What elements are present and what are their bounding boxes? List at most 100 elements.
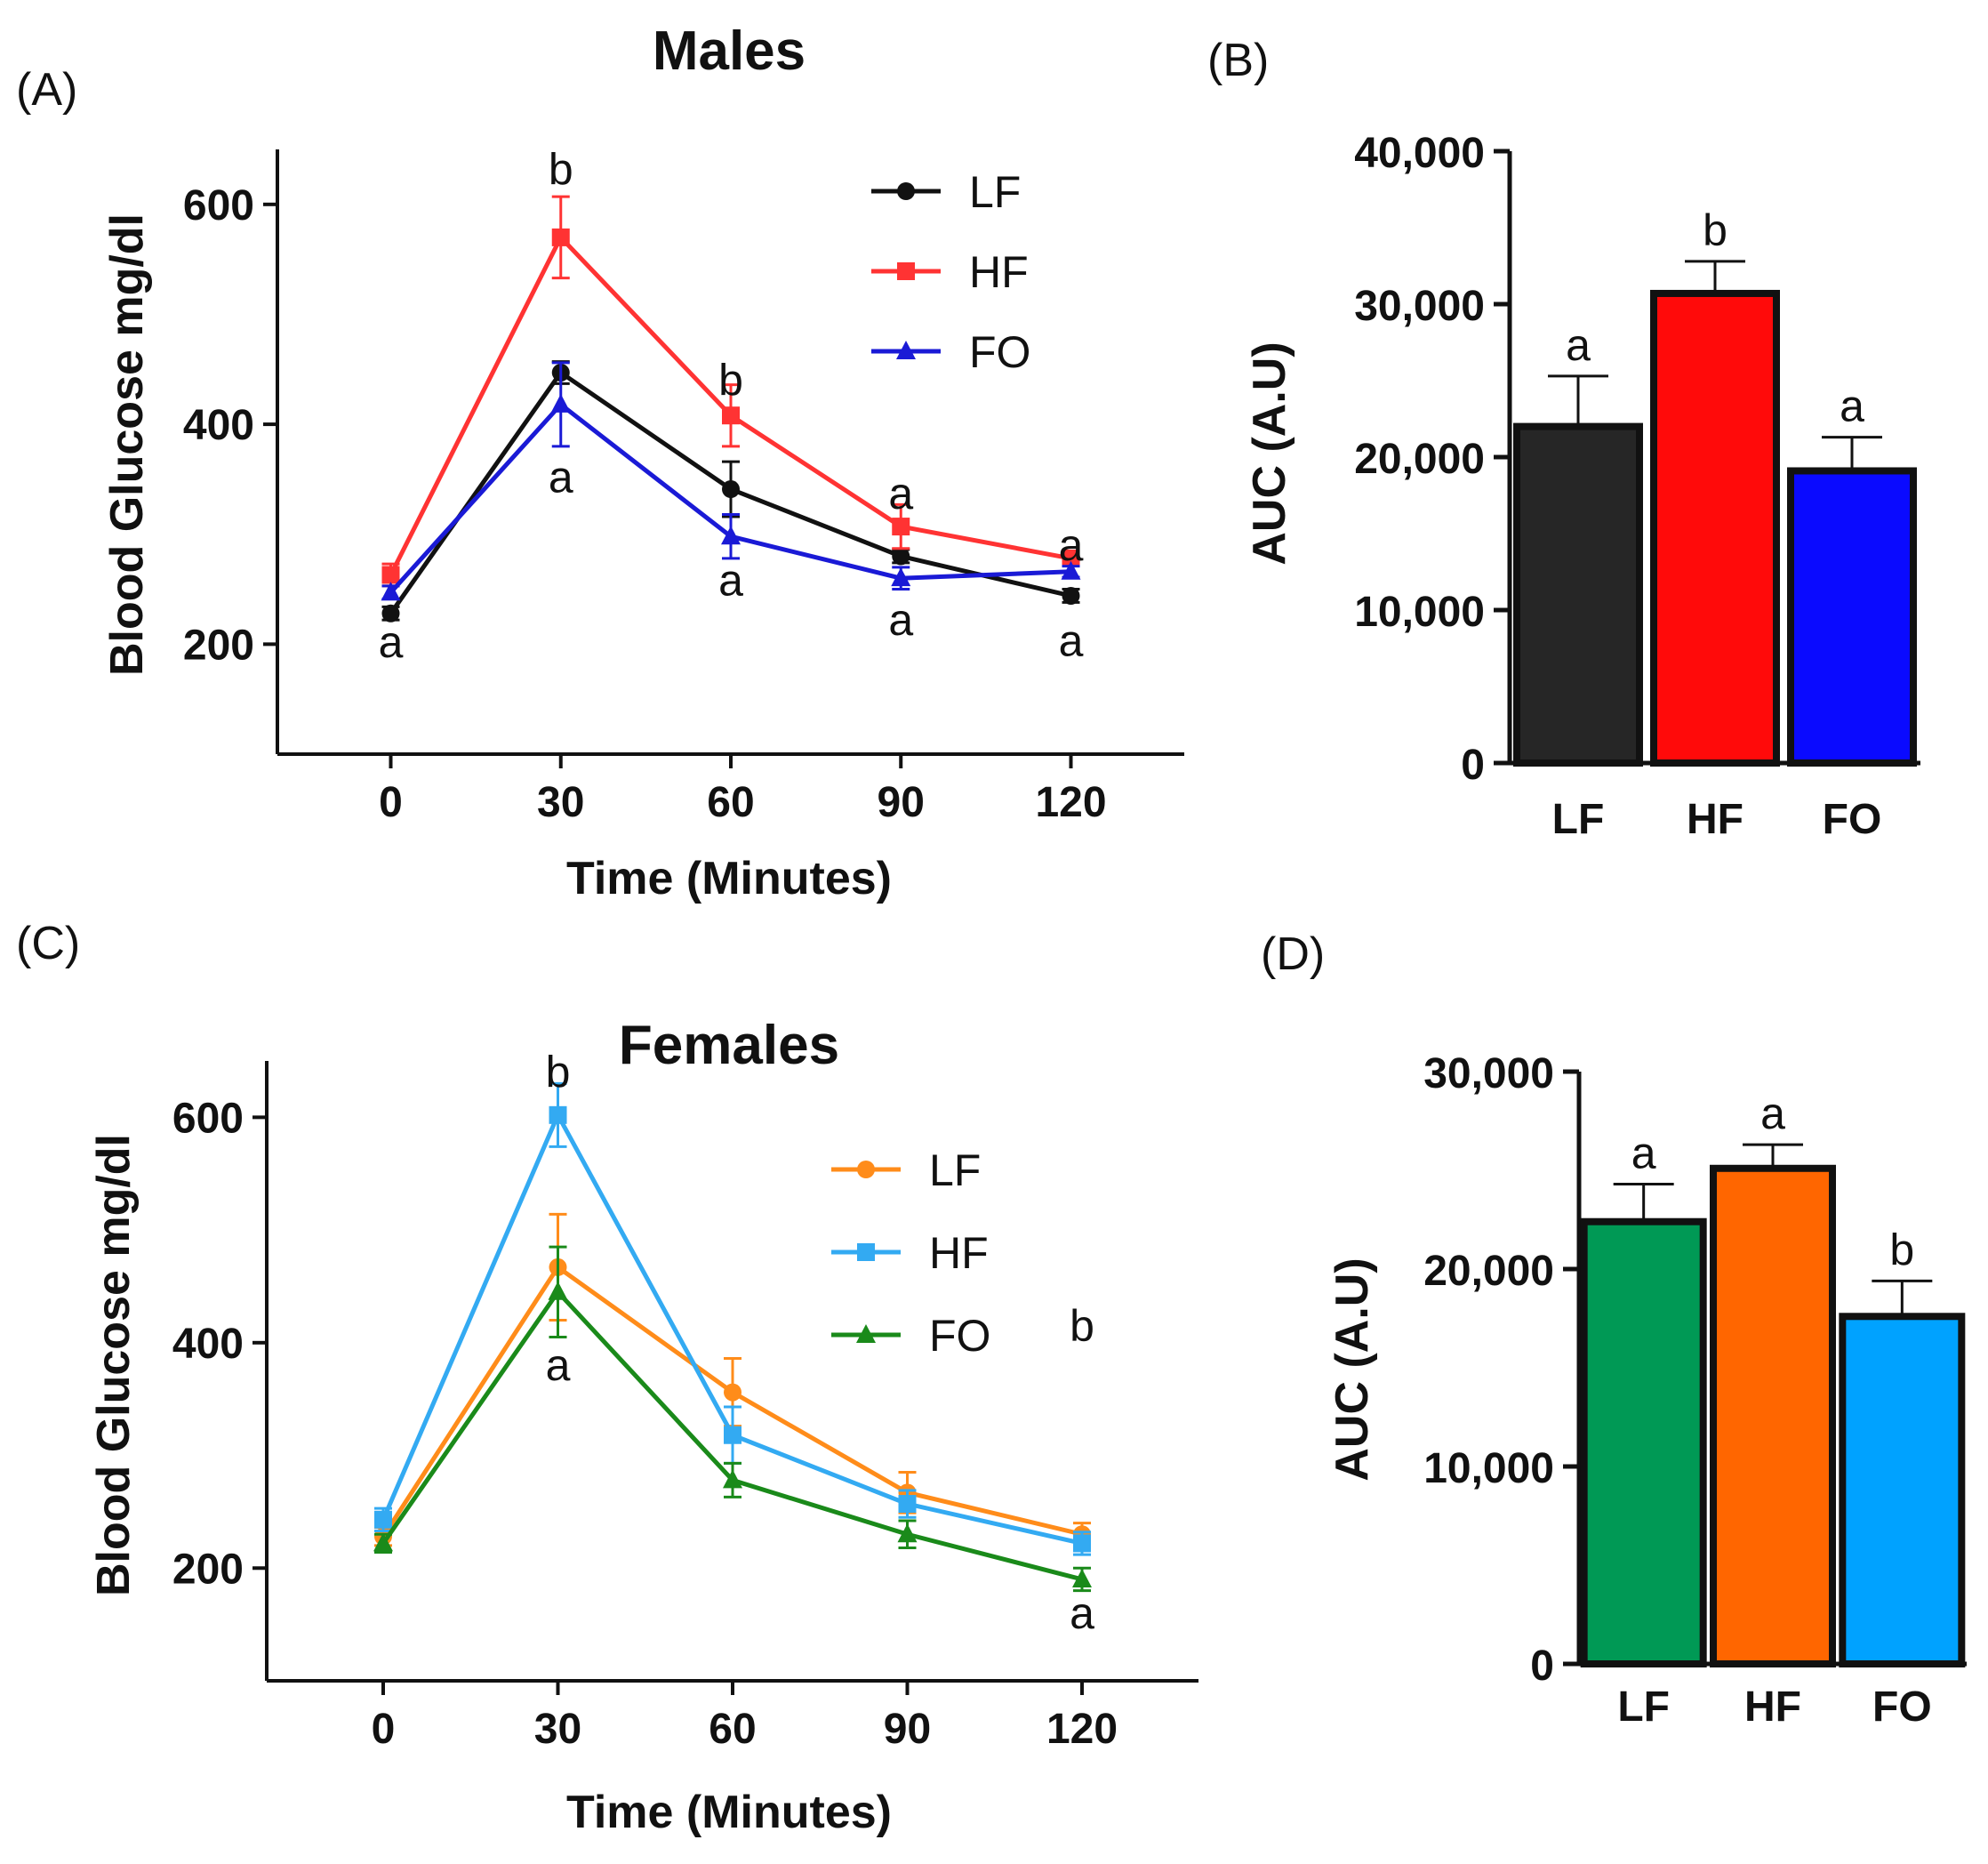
significance-letter-c: a [1070, 1588, 1094, 1638]
panel-label-b: (B) [1207, 35, 1269, 86]
legend-label-fo-c: FO [929, 1311, 990, 1361]
legend-label-lf-c: LF [929, 1145, 981, 1195]
legend-marker-fo-a [896, 341, 916, 359]
legend-label-fo-a: FO [969, 327, 1030, 377]
x-tick-label-a: 90 [878, 779, 925, 826]
data-point-hf-c [1073, 1534, 1091, 1553]
data-point-fo-c [1072, 1568, 1092, 1587]
data-point-fo-c [373, 1532, 393, 1552]
data-point-lf-a [1062, 586, 1080, 605]
significance-letter-a: a [888, 469, 913, 518]
significance-letter-fo-b: a [1840, 382, 1864, 431]
x-category-label-fo-d: FO [1872, 1683, 1932, 1731]
significance-letter-a: a [1059, 520, 1084, 570]
legend-marker-lf-c [857, 1161, 875, 1178]
data-point-hf-c [549, 1105, 567, 1124]
significance-letter-a: b [549, 144, 573, 194]
x-tick-label-a: 60 [707, 779, 754, 826]
data-point-hf-a [381, 566, 400, 584]
legend-label-hf-c: HF [929, 1228, 989, 1278]
x-axis-label-a: Time (Minutes) [566, 853, 892, 904]
y-tick-label-d: 30,000 [1423, 1050, 1554, 1097]
significance-letter-lf-b: a [1566, 320, 1591, 370]
data-point-hf-c [374, 1510, 392, 1529]
y-tick-label-c: 600 [172, 1095, 244, 1142]
data-point-lf-c [724, 1383, 741, 1402]
significance-letter-c: b [1070, 1301, 1094, 1351]
bar-lf-b [1513, 422, 1643, 767]
panel-label-c: (C) [16, 918, 80, 969]
legend-c: LF HF FO [831, 1145, 990, 1361]
y-tick-label-c: 200 [172, 1546, 244, 1593]
x-tick-label-c: 0 [372, 1706, 396, 1753]
y-tick-label-d: 20,000 [1423, 1248, 1554, 1295]
data-point-hf-a [722, 406, 740, 425]
y-axis-label-a: Blood Glucose mg/dl [101, 213, 153, 676]
bar-lf-d [1580, 1217, 1707, 1667]
significance-letter-hf-b: b [1703, 205, 1727, 255]
legend-marker-fo-c [856, 1324, 876, 1343]
panel-label-a: (A) [16, 64, 77, 116]
x-tick-label-c: 90 [884, 1706, 931, 1753]
x-category-label-hf-b: HF [1687, 796, 1744, 843]
data-point-hf-a [1062, 549, 1080, 567]
y-tick-label-a: 200 [183, 622, 254, 669]
significance-letter-a: b [718, 356, 743, 406]
data-point-lf-a [892, 547, 910, 566]
x-category-label-lf-d: LF [1617, 1683, 1670, 1731]
data-point-fo-a [721, 526, 741, 545]
panel-c-females-line-chart: (C) Females Blood Glucose mg/dl Time (Mi… [16, 918, 1198, 1838]
y-tick-label-b: 30,000 [1354, 283, 1485, 330]
y-tick-label-a: 400 [183, 402, 254, 449]
y-tick-label-d: 10,000 [1423, 1445, 1554, 1492]
x-tick-label-a: 120 [1035, 779, 1106, 826]
y-tick-label-a: 600 [183, 182, 254, 229]
x-tick-label-c: 120 [1046, 1706, 1118, 1753]
significance-letter-a: a [379, 617, 404, 667]
y-tick-label-c: 400 [172, 1321, 244, 1368]
chart-title-males: Males [653, 20, 806, 82]
y-axis-label-b: AUC (A.U) [1244, 341, 1295, 565]
data-point-fo-a [1061, 560, 1081, 580]
y-tick-label-b: 10,000 [1354, 589, 1485, 636]
data-point-hf-a [892, 518, 910, 536]
x-tick-label-a: 0 [379, 779, 403, 826]
significance-letter-a: a [718, 556, 743, 606]
significance-letter-hf-d: a [1760, 1089, 1785, 1138]
y-axis-label-d: AUC (A.U) [1327, 1257, 1378, 1481]
data-point-lf-a [722, 480, 740, 499]
bar-hf-b [1650, 289, 1780, 767]
bar-fo-d [1839, 1313, 1966, 1668]
panel-b-males-auc-bar-chart: (B) AUC (A.U) 0 10,000 20,000 30,000 40,000 L… [1207, 35, 1920, 843]
legend-a: LF HF FO [871, 167, 1030, 377]
data-point-hf-c [898, 1495, 917, 1514]
y-tick-label-b: 40,000 [1354, 130, 1485, 177]
data-point-lf-a [381, 604, 400, 623]
significance-letter-a: a [888, 595, 913, 645]
plot-area-c: b a b a [373, 1048, 1094, 1638]
legend-marker-lf-a [897, 182, 915, 200]
panel-a-males-line-chart: (A) Males Blood Glucose mg/dl Time (Minu… [16, 20, 1184, 904]
data-point-fo-a [891, 567, 911, 587]
significance-letter-c: a [546, 1340, 571, 1390]
significance-letter-a: a [1059, 616, 1084, 666]
axes-c: 200 400 600 0 30 60 90 120 [172, 1061, 1198, 1753]
data-point-hf-a [551, 228, 570, 246]
x-tick-label-c: 60 [709, 1706, 756, 1753]
x-tick-label-a: 30 [537, 779, 584, 826]
axes-a: 200 400 600 0 30 60 90 120 [183, 149, 1184, 826]
data-point-fo-a [381, 582, 401, 601]
significance-letter-c: b [546, 1048, 571, 1097]
x-category-label-lf-b: LF [1552, 796, 1605, 843]
data-point-fo-c [548, 1281, 568, 1300]
legend-label-hf-a: HF [969, 247, 1029, 297]
data-point-fo-c [897, 1523, 918, 1543]
x-tick-label-c: 30 [534, 1706, 581, 1753]
bar-hf-d [1710, 1164, 1836, 1667]
bar-fo-b [1787, 467, 1917, 767]
plot-area-b: a b a [1513, 205, 1917, 767]
data-point-hf-c [724, 1426, 741, 1444]
